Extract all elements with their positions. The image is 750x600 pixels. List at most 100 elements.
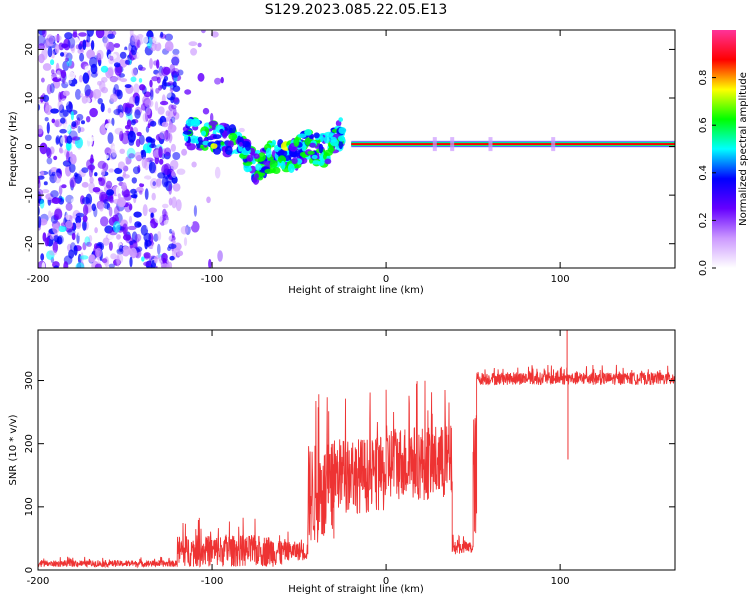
- spectrogram-carrier-marker: [450, 137, 455, 152]
- spectrogram-noise-blob: [82, 72, 90, 84]
- spectrogram-noise-blob: [151, 76, 159, 82]
- spectrogram-trace-blob: [338, 135, 345, 142]
- spectrogram-noise-blob: [115, 89, 122, 97]
- spectrogram-noise-blob: [175, 199, 182, 212]
- spectrogram-noise-blob: [97, 160, 107, 169]
- spectrogram-trace-blob: [311, 154, 318, 160]
- spectrogram-noise-blob: [48, 249, 57, 256]
- spectrogram-noise-blob: [210, 112, 214, 123]
- spectrogram-noise-blob: [164, 33, 173, 41]
- spectrogram-trace-blob: [220, 141, 225, 146]
- spectrogram-ytick-label: -10: [24, 187, 35, 203]
- spectrogram-noise-blob: [84, 84, 91, 97]
- spectrogram-noise-blob: [156, 178, 162, 188]
- spectrogram-noise-blob: [79, 127, 85, 133]
- spectrogram-noise-blob: [217, 250, 223, 262]
- spectrogram-noise-blob: [46, 147, 52, 159]
- spectrogram-noise-blob: [97, 201, 105, 210]
- spectrogram-noise-blob: [222, 203, 231, 208]
- snr-xtick-label: -100: [201, 576, 224, 587]
- spectrogram-noise-blob: [111, 117, 115, 127]
- spectrogram-noise-blob: [143, 252, 151, 259]
- spectrogram-noise-blob: [158, 85, 163, 91]
- spectrogram-noise-blob: [106, 189, 115, 196]
- spectrogram-noise-blob: [162, 203, 169, 209]
- spectrogram-trace-blob: [324, 158, 332, 165]
- spectrogram-noise-blob: [180, 225, 189, 235]
- spectrogram-noise-blob: [114, 127, 124, 135]
- spectrogram-noise-blob: [171, 104, 177, 110]
- spectrogram-noise-blob: [168, 243, 177, 249]
- spectrogram-noise-blob: [38, 216, 42, 228]
- spectrogram-noise-blob: [70, 198, 79, 204]
- spectrogram-trace-blob: [182, 130, 192, 135]
- spectrogram-noise-blob: [72, 36, 80, 45]
- spectrogram-frame: [37, 29, 676, 269]
- spectrogram-noise-blob: [138, 188, 143, 194]
- colorbar-tick-label: 0.6: [698, 117, 709, 133]
- spectrogram-noise-blob: [167, 124, 177, 133]
- spectrogram-noise-blob: [75, 262, 85, 268]
- spectrogram-noise-blob: [149, 143, 157, 149]
- spectrogram-noise-blob: [87, 164, 96, 171]
- spectrogram-noise-blob: [71, 121, 77, 128]
- spectrogram-noise-blob: [116, 89, 123, 100]
- spectrogram-noise-blob: [52, 223, 60, 234]
- spectrogram-noise-blob: [144, 158, 150, 171]
- spectrogram-noise-blob: [97, 177, 103, 182]
- spectrogram-noise-blob: [228, 251, 236, 263]
- spectrogram-noise-blob: [149, 89, 154, 101]
- spectrogram-noise-blob: [124, 59, 131, 65]
- spectrogram-trace-blob: [254, 173, 259, 180]
- spectrogram-noise-blob: [154, 213, 163, 224]
- spectrogram-trace-blob: [304, 129, 312, 136]
- spectrogram-trace-blob: [338, 127, 347, 134]
- spectrogram-noise-blob: [171, 175, 178, 184]
- spectrogram-noise-blob: [197, 42, 202, 48]
- spectrogram-noise-blob: [96, 49, 104, 61]
- spectrogram-noise-blob: [114, 167, 123, 174]
- spectrogram-noise-blob: [119, 148, 125, 154]
- spectrogram-noise-blob: [129, 33, 137, 46]
- spectrogram-noise-blob: [86, 241, 92, 247]
- spectrogram-noise-blob: [160, 31, 164, 38]
- spectrogram-noise-blob: [64, 32, 73, 40]
- spectrogram-noise-blob: [79, 255, 89, 260]
- spectrogram-trace-blob: [324, 131, 334, 137]
- spectrogram-noise-blob: [142, 113, 148, 123]
- spectrogram-noise-blob: [111, 145, 117, 158]
- spectrogram-trace-blob: [302, 152, 306, 159]
- spectrogram-noise-blob: [130, 45, 137, 56]
- spectrogram-noise-blob: [130, 119, 136, 126]
- spectrogram-noise-blob: [212, 168, 220, 179]
- spectrogram-noise-blob: [153, 256, 158, 264]
- spectrogram-noise-blob: [88, 235, 93, 243]
- spectrogram-noise-blob: [48, 210, 52, 219]
- spectrogram-noise-blob: [133, 211, 142, 218]
- spectrogram-noise-blob: [86, 33, 91, 44]
- snr-xtick-label: 0: [383, 576, 389, 587]
- spectrogram-noise-blob: [144, 253, 150, 260]
- spectrogram-carrier-marker: [488, 137, 493, 152]
- spectrogram-noise-blob: [63, 261, 69, 268]
- spectrogram-noise-blob: [103, 202, 111, 209]
- spectrogram-trace-blob: [309, 142, 316, 148]
- spectrogram-trace-blob: [269, 160, 278, 168]
- spectrogram-noise-blob: [153, 233, 159, 242]
- spectrogram-noise-blob: [38, 176, 41, 184]
- spectrogram-noise-blob: [161, 262, 168, 268]
- spectrogram-noise-blob: [63, 38, 71, 51]
- spectrogram-trace-blob: [210, 143, 218, 149]
- spectrogram-noise-blob: [190, 221, 200, 233]
- spectrogram-noise-blob: [113, 43, 121, 48]
- spectrogram-noise-blob: [51, 118, 56, 124]
- spectrogram-noise-blob: [190, 48, 198, 56]
- spectrogram-noise-blob: [89, 56, 98, 68]
- spectrogram-noise-blob: [46, 250, 55, 260]
- snr-ytick-label: 300: [24, 371, 35, 390]
- spectrogram-noise-blob: [76, 113, 84, 121]
- spectrogram-noise-blob: [53, 265, 59, 268]
- spectrogram-trace-blob: [219, 128, 224, 134]
- spectrogram-noise-blob: [171, 67, 180, 76]
